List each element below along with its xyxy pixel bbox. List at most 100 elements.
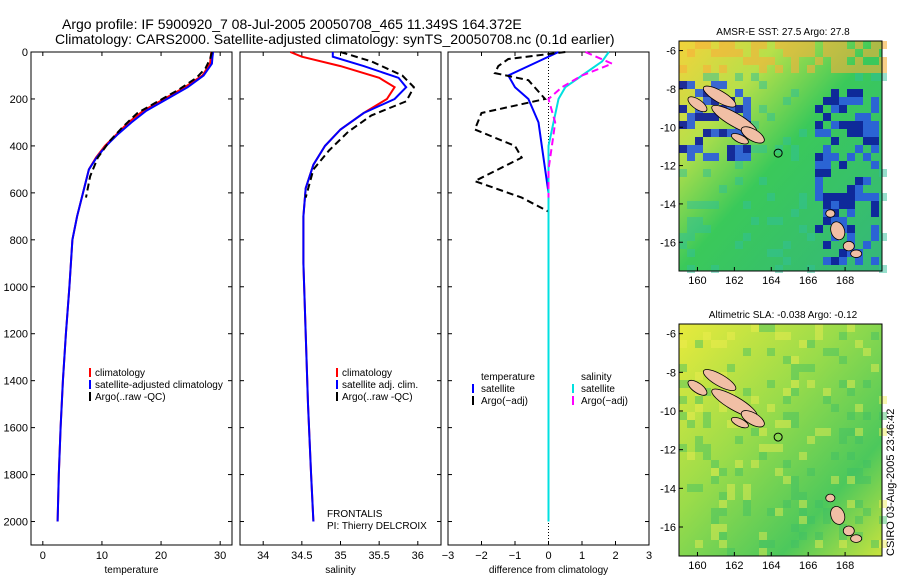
sst_map-cell	[815, 193, 823, 201]
sla_map-cell	[839, 532, 847, 540]
sst_map-cell	[679, 145, 687, 153]
sla_map-frame	[678, 323, 883, 557]
depth-tick-label: 1800	[4, 470, 28, 482]
sla_map-cell	[799, 364, 807, 372]
sla_map-ytick-label: -10	[660, 406, 676, 418]
sla_map-cell	[703, 420, 711, 428]
sla_map-cell	[831, 452, 839, 460]
sst_map-cell	[839, 105, 847, 113]
sst_map-cell	[703, 73, 711, 81]
sst_map-cell	[679, 105, 687, 113]
sla_map-cell	[727, 492, 735, 500]
sst_map-cell	[735, 129, 743, 137]
sst_map-cell	[823, 201, 831, 209]
sst_map-cell	[799, 129, 807, 137]
sla_map-cell	[799, 492, 807, 500]
sst_map-cell	[855, 97, 863, 105]
sst_map-cell	[831, 217, 839, 225]
sla_map-cell	[839, 332, 847, 340]
sla_map-cell	[719, 540, 727, 548]
sst_map-cell	[831, 105, 839, 113]
sla_map-cell	[815, 500, 823, 508]
sst_map-cell	[743, 153, 751, 161]
sla_map-cell	[679, 396, 687, 404]
sla_map-cell	[759, 548, 767, 556]
sla_map-cell	[783, 476, 791, 484]
salinity-legend-label: satellite adj. clim.	[342, 380, 418, 391]
sst_map-cell	[735, 177, 743, 185]
depth-tick-label: 1000	[4, 282, 28, 294]
sla_map-cell	[719, 532, 727, 540]
sst_map-cell	[727, 153, 735, 161]
sla_map-cell	[767, 540, 775, 548]
sla_map-cell	[767, 324, 775, 332]
sla_map-cell	[687, 452, 695, 460]
sla_map-cell	[879, 396, 887, 404]
sst_map-cell	[823, 241, 831, 249]
sla_map-cell	[855, 404, 863, 412]
sla_map-cell	[791, 524, 799, 532]
sla_map-cell	[687, 412, 695, 420]
sst_map-cell	[871, 137, 879, 145]
sst_map-cell	[879, 233, 887, 241]
depth-tick-label: 0	[22, 47, 28, 59]
depth-tick-label: 1600	[4, 423, 28, 435]
sst_map-cell	[719, 49, 727, 57]
sla_map-cell	[751, 428, 759, 436]
sst_map-cell	[679, 169, 687, 177]
sst_map-island	[842, 240, 855, 252]
difference-series-line	[547, 51, 610, 522]
difference-xlabel: difference from climatology	[489, 565, 608, 576]
sla_map-cell	[807, 364, 815, 372]
sst_map-cell	[799, 49, 807, 57]
sst_map-cell	[735, 161, 743, 169]
sla_map-cell	[679, 364, 687, 372]
sst_map-cell	[735, 73, 743, 81]
sla_map-cell	[727, 548, 735, 556]
sla_map-cell	[703, 452, 711, 460]
sst_map-cell	[735, 153, 743, 161]
sla_map-cell	[759, 444, 767, 452]
sla_map-cell	[879, 428, 887, 436]
sla_map-cell	[735, 460, 743, 468]
sla_map-cell	[847, 412, 855, 420]
sst_map-cell	[687, 249, 695, 257]
temperature-xlabel: temperature	[105, 565, 159, 576]
sla_map-cell	[879, 540, 887, 548]
sst_map-cell	[735, 49, 743, 57]
sla_map-cell	[823, 508, 831, 516]
sla_map-cell	[695, 540, 703, 548]
difference-xtick-label: 3	[646, 550, 652, 562]
sst_map-cell	[687, 225, 695, 233]
difference-series-line	[547, 51, 615, 198]
sla_map-cell	[807, 516, 815, 524]
sla_map-cell	[879, 412, 887, 420]
sst_map-cell	[719, 41, 727, 49]
sst_map-cell	[703, 65, 711, 73]
sla_map-cell	[855, 340, 863, 348]
sla_map-cell	[847, 452, 855, 460]
sst_map-cell	[815, 161, 823, 169]
sla_map-cell	[743, 348, 751, 356]
sst_map-cell	[855, 41, 863, 49]
sst_map-cell	[831, 49, 839, 57]
sst_map-cell	[847, 209, 855, 217]
sst_map-cell	[815, 129, 823, 137]
salinity-legend-label: Argo(..raw -QC)	[342, 392, 413, 403]
sla_map-cell	[847, 380, 855, 388]
sla-map-panel: Altimetric SLA: -0.038 Argo: -0.12 160 16…	[660, 310, 887, 572]
sla_map-cell	[839, 428, 847, 436]
sst_map-cell	[727, 41, 735, 49]
sla_map-ytick-label: -12	[660, 445, 676, 457]
sla_map-cell	[783, 332, 791, 340]
sla_map-cell	[839, 380, 847, 388]
difference-xtick-label: 0	[545, 550, 551, 562]
sla_map-cell	[839, 540, 847, 548]
sst_map-cell	[687, 113, 695, 121]
temperature-xtick-label: 0	[40, 550, 46, 562]
sla_map-cell	[791, 540, 799, 548]
sla_map-cell	[775, 332, 783, 340]
difference-xtick-label: 2	[612, 550, 618, 562]
sst_map-cell	[839, 49, 847, 57]
sla_map-island	[825, 493, 836, 503]
